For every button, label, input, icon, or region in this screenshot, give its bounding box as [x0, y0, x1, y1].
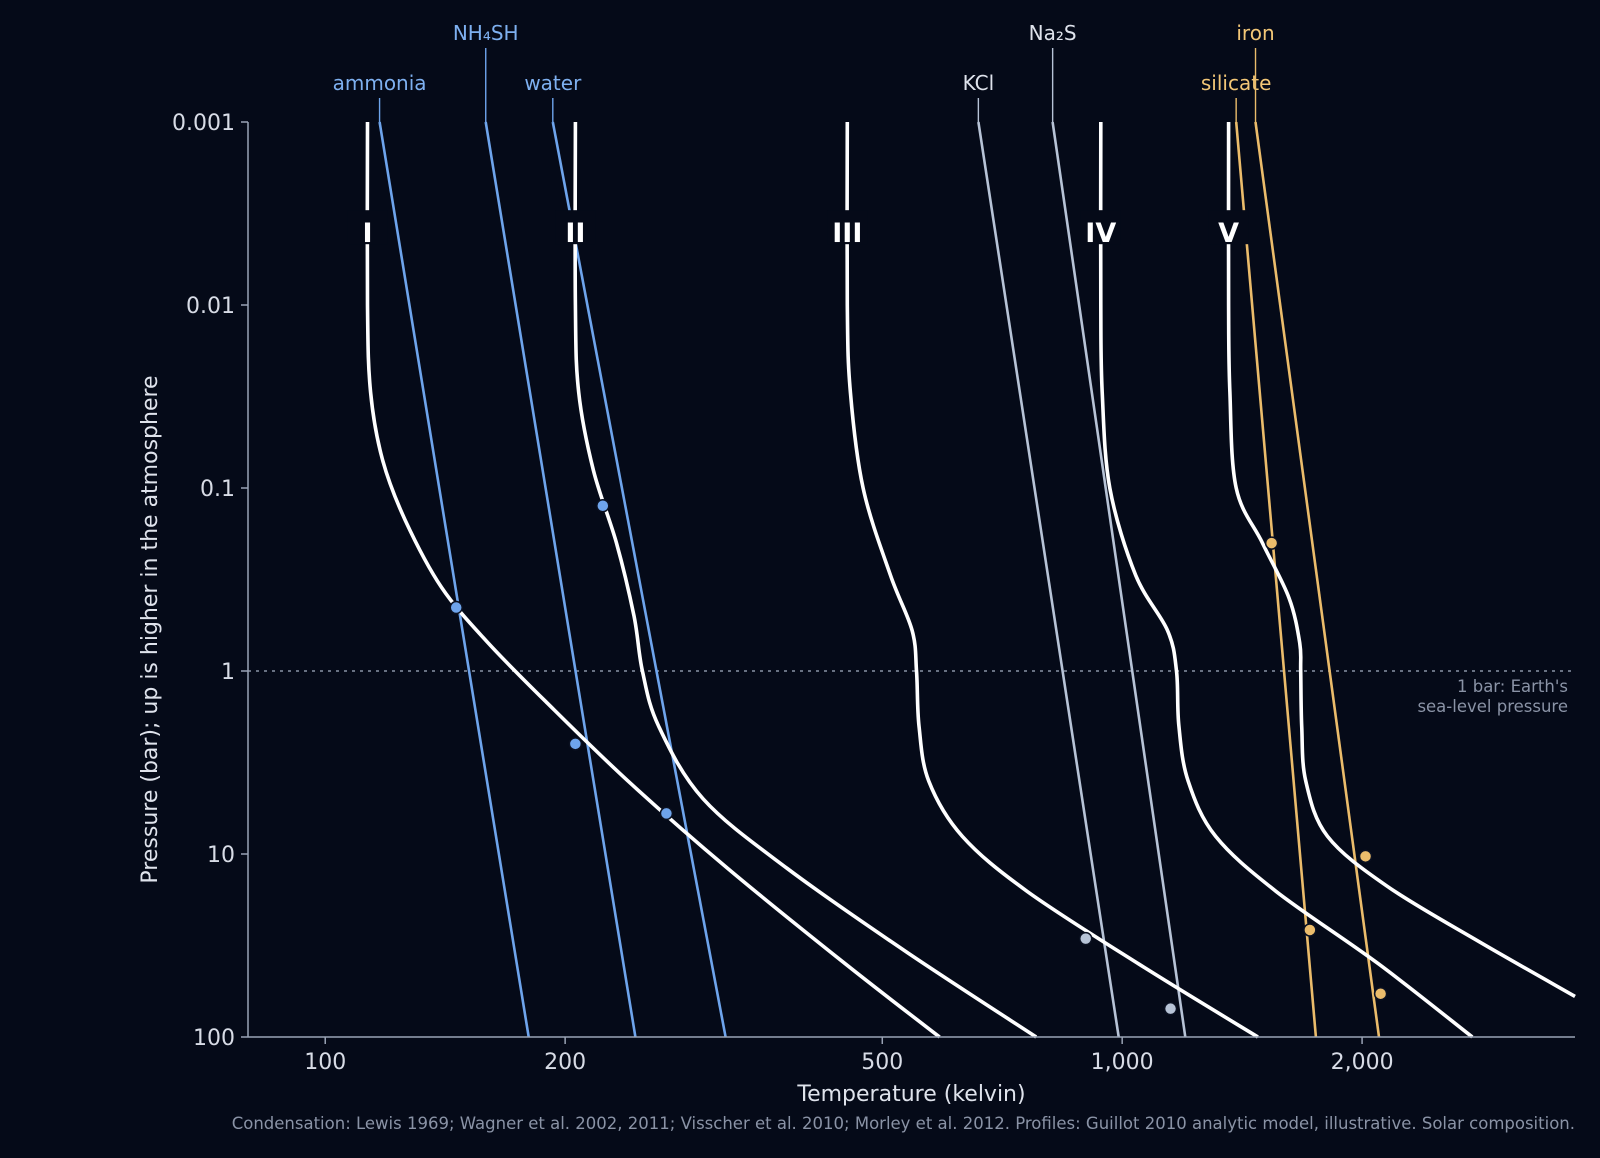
x-tick-label: 2,000: [1331, 1050, 1394, 1075]
profile-II: [573, 121, 1038, 1039]
y-tick-label: 10: [207, 843, 235, 868]
y-tick-label: 1: [221, 660, 235, 685]
intersection-point: [568, 737, 583, 751]
profile-III: [845, 121, 1259, 1039]
profile-IV: [1098, 121, 1474, 1039]
intersection-point: [1264, 536, 1279, 550]
intersection-point: [596, 498, 610, 513]
x-tick-label: 200: [544, 1050, 586, 1075]
condensation-label: Na₂S: [1029, 21, 1077, 45]
profile-V: [1226, 121, 1576, 998]
axes: 100 200 500 1,000 2,000 0.001 0.01 0.1 1 10 100: [172, 111, 1575, 1075]
profile-label-V: V: [1218, 218, 1239, 249]
profile-labels: I II III IV V: [347, 210, 1249, 249]
condensation-label: water: [524, 71, 582, 95]
intersection-point: [1163, 1001, 1178, 1016]
condensation-label: iron: [1236, 21, 1274, 45]
profile-label-I: I: [363, 218, 373, 249]
condensation-curve-KCl: [977, 121, 1120, 1038]
profile-label-backdrop: [1208, 210, 1249, 245]
condensation-curve-water: [551, 121, 727, 1038]
condensation-curve-silicate: [1234, 121, 1318, 1038]
source-note: Condensation: Lewis 1969; Wagner et al. …: [232, 1114, 1575, 1133]
condensation-label: KCl: [963, 71, 995, 95]
y-ticks: 0.001 0.01 0.1 1 10 100: [172, 111, 248, 1051]
reference-line-label-2: sea-level pressure: [1417, 697, 1568, 716]
y-tick-label: 0.01: [186, 294, 235, 319]
x-ticks: 100 200 500 1,000 2,000: [304, 1037, 1394, 1075]
reference-line-label-1: 1 bar: Earth's: [1457, 677, 1568, 696]
y-tick-label: 0.1: [200, 477, 235, 502]
condensation-curves: ammonia NH₄SH water KCl Na₂S silicate iron: [333, 21, 1381, 1038]
y-tick-label: 100: [193, 1026, 235, 1051]
profile-label-III: III: [832, 218, 862, 249]
x-tick-label: 100: [304, 1050, 346, 1075]
condensation-label: NH₄SH: [453, 21, 519, 45]
temperature-profiles: [365, 121, 1576, 1039]
condensation-curve-Na₂S: [1051, 121, 1187, 1038]
condensation-label: ammonia: [333, 71, 427, 95]
intersection-point: [1303, 923, 1317, 937]
intersection-point: [1078, 931, 1093, 946]
profile-label-backdrop: [1080, 210, 1121, 245]
profile-label-II: II: [565, 218, 585, 249]
profile-label-backdrop: [827, 210, 868, 245]
condensation-curve-NH₄SH: [484, 121, 637, 1038]
condensation-curve-ammonia: [378, 121, 530, 1038]
intersection-point: [1373, 986, 1388, 1001]
x-tick-label: 500: [861, 1050, 903, 1075]
profile-label-IV: IV: [1085, 218, 1116, 249]
x-axis-title: Temperature (kelvin): [796, 1082, 1025, 1107]
reference-line-group: 1 bar: Earth's sea-level pressure: [248, 670, 1575, 716]
profile-I: [365, 121, 941, 1039]
condensation-curve-iron: [1254, 121, 1381, 1038]
y-axis-title: Pressure (bar); up is higher in the atmo…: [138, 375, 163, 883]
intersection-point: [449, 600, 463, 615]
intersection-points: [449, 498, 1388, 1016]
profile-label-backdrop: [555, 210, 596, 245]
x-tick-label: 1,000: [1091, 1050, 1154, 1075]
condensation-label: silicate: [1201, 71, 1272, 95]
intersection-point: [659, 806, 674, 821]
profile-label-backdrop: [347, 210, 388, 245]
intersection-point: [1358, 849, 1373, 864]
y-tick-label: 0.001: [172, 111, 235, 136]
